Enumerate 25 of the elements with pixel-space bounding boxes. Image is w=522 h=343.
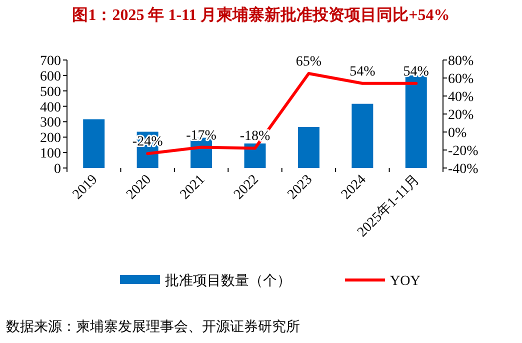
y-tick-label: 700 [40,54,61,69]
y-tick-label: 600 [40,69,61,84]
data-label: 65% [296,54,322,70]
y-tick-label: 200 [40,131,61,146]
bar [352,104,374,168]
y-tick-label: 0 [54,162,61,177]
y-tick-label: 400 [40,100,61,116]
y2-tick-label: 0% [448,126,467,141]
annotation: 数据来源：柬埔寨发展理事会、开源证券研究所 [6,320,300,335]
bar [298,126,320,168]
legend-label: 批准项目数量（个） [165,273,291,289]
y2-tick-label: -40% [448,162,479,177]
y-tick-label: 100 [40,146,61,162]
legend-label: YOY [390,274,420,289]
y-tick-label: 300 [40,116,61,131]
y2-tick-label: 60% [448,72,474,87]
bar [405,75,427,168]
y2-tick-label: 20% [448,108,474,123]
bar [83,119,105,168]
title: 图1：2025 年 1-11 月柬埔寨新批准投资项目同比+54% [72,7,450,24]
y2-tick-label: 80% [448,54,474,69]
data-label: 54% [350,64,376,80]
y2-tick-label: -20% [448,144,479,159]
y-tick-label: 500 [40,84,61,100]
y2-tick-label: 40% [448,90,474,105]
